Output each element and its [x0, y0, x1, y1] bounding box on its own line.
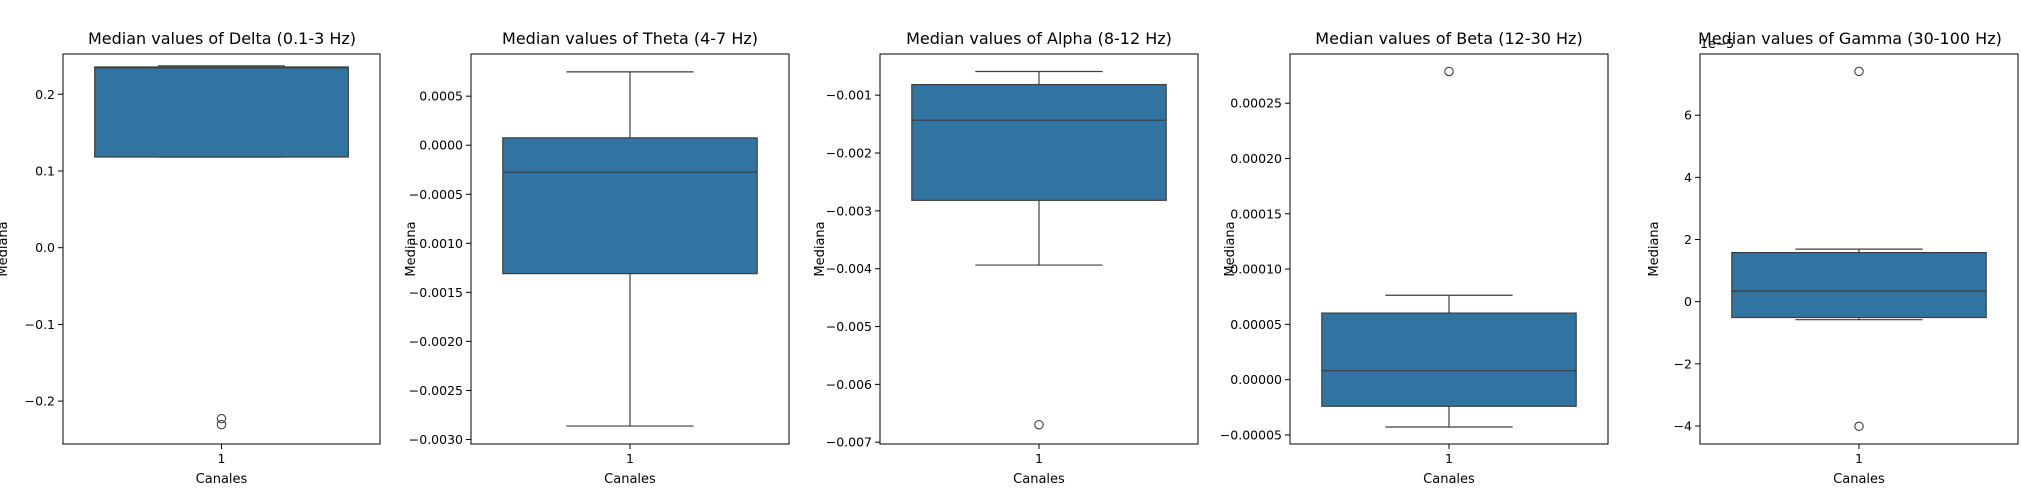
chart-panel-1: Median values of Delta (0.1-3 Hz) −0.2 −0.…	[0, 29, 381, 487]
y-tick-label: 4	[1684, 170, 1692, 185]
iqr-box	[911, 83, 1167, 201]
y-offset-label: 1e−5	[1700, 36, 1734, 51]
x-tick-label: 1	[1445, 451, 1453, 466]
chart-title: Median values of Beta (12-30 Hz)	[1315, 29, 1582, 48]
y-tick-label: −4	[1674, 418, 1692, 433]
x-tick-label: 1	[218, 451, 226, 466]
y-tick-label: 0.0000	[419, 138, 463, 153]
iqr-box	[502, 137, 758, 275]
axes-frame	[1289, 53, 1609, 445]
chart-title: Median values of Alpha (8-12 Hz)	[906, 29, 1172, 48]
y-axis-label: Mediana	[1223, 221, 1238, 276]
outlier-point	[1444, 66, 1454, 77]
iqr-box	[1321, 312, 1577, 407]
y-tick-label: −0.002	[826, 146, 872, 161]
chart-panel-4: Median values of Beta (12-30 Hz) −0.00005…	[1220, 29, 1609, 487]
x-axis-label: Canales	[604, 472, 656, 487]
iqr-box	[94, 66, 349, 158]
chart-title: Median values of Delta (0.1-3 Hz)	[88, 29, 356, 48]
outlier-point	[1854, 421, 1864, 432]
axes-frame	[1699, 53, 2019, 445]
y-tick-label: −0.004	[826, 261, 872, 276]
y-tick-label: 0.0005	[419, 89, 463, 104]
y-axis-label: Mediana	[404, 221, 419, 276]
axes-frame	[470, 53, 790, 445]
y-tick-label: 0.1	[35, 163, 55, 178]
y-tick-label: 0.00010	[1230, 262, 1282, 277]
x-axis-label: Canales	[196, 472, 248, 487]
y-tick-label: 0.00015	[1230, 206, 1282, 221]
chart-title: Median values of Gamma (30-100 Hz)	[1698, 29, 2002, 48]
y-tick-label: −0.0015	[409, 285, 463, 300]
x-axis-label: Canales	[1423, 472, 1475, 487]
outlier-point	[1034, 419, 1044, 430]
x-axis-label: Canales	[1013, 472, 1065, 487]
y-tick-label: 0.00025	[1230, 96, 1282, 111]
x-tick-label: 1	[1035, 451, 1043, 466]
y-tick-label: 0.0	[35, 240, 55, 255]
chart-panel-3: Median values of Alpha (8-12 Hz) −0.007 −0…	[813, 29, 1199, 487]
y-tick-label: 0.00020	[1230, 151, 1282, 166]
y-tick-label: 0.2	[35, 87, 55, 102]
y-tick-label: −0.0005	[409, 187, 463, 202]
y-tick-label: −0.0030	[409, 432, 463, 447]
y-axis-label: Mediana	[0, 221, 11, 276]
y-tick-label: −0.0010	[409, 236, 463, 251]
y-axis-label: Mediana	[1647, 221, 1662, 276]
y-tick-label: 0	[1684, 294, 1692, 309]
y-tick-label: 0.00000	[1230, 372, 1282, 387]
y-tick-label: −0.0020	[409, 334, 463, 349]
y-tick-label: 6	[1684, 108, 1692, 123]
axes-frame	[879, 53, 1199, 445]
x-axis-label: Canales	[1833, 472, 1885, 487]
y-tick-label: −0.003	[826, 203, 872, 218]
axes-frame	[62, 53, 381, 445]
outlier-point	[1854, 66, 1864, 77]
outlier-point	[216, 413, 227, 424]
x-tick-label: 1	[626, 451, 634, 466]
y-tick-label: −0.007	[826, 435, 872, 450]
y-tick-label: −0.00005	[1220, 427, 1282, 442]
chart-panel-2: Median values of Theta (4-7 Hz) −0.0030 −0…	[404, 29, 790, 487]
y-tick-label: −0.001	[826, 88, 872, 103]
chart-panel-5: Median values of Gamma (30-100 Hz) −4 −2 0 2…	[1647, 29, 2019, 487]
y-tick-label: 2	[1684, 232, 1692, 247]
y-axis-label: Mediana	[813, 221, 828, 276]
x-tick-label: 1	[1855, 451, 1863, 466]
y-tick-label: −0.006	[826, 377, 872, 392]
outlier-point	[216, 419, 227, 430]
chart-title: Median values of Theta (4-7 Hz)	[502, 29, 758, 48]
y-tick-label: −0.2	[25, 394, 55, 409]
y-tick-label: −2	[1674, 356, 1692, 371]
iqr-box	[1731, 251, 1987, 319]
y-tick-label: −0.1	[25, 317, 55, 332]
y-tick-label: 0.00005	[1230, 317, 1282, 332]
y-tick-label: −0.0025	[409, 383, 463, 398]
y-tick-label: −0.005	[826, 319, 872, 334]
